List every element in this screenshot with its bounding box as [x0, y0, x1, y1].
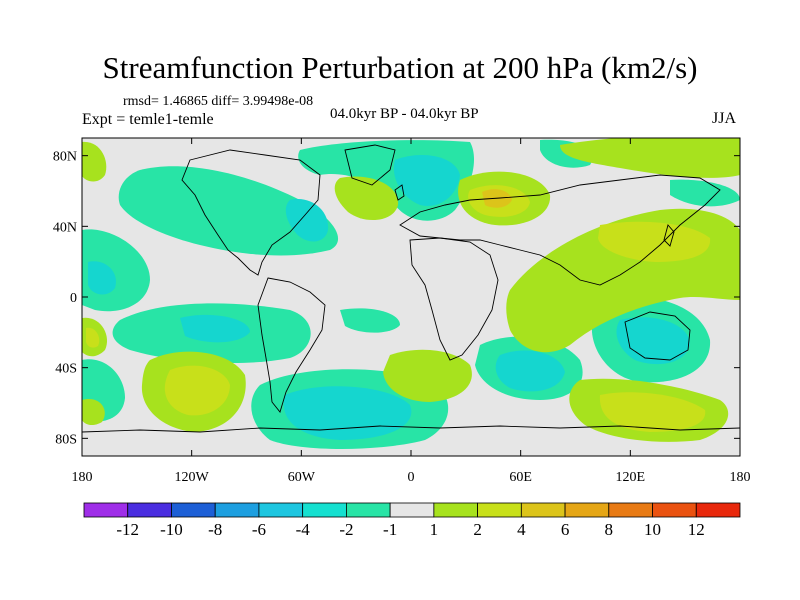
- colorbar-swatch: [214, 502, 260, 518]
- colorbar-swatch: [564, 502, 610, 518]
- contour-region: [283, 386, 412, 440]
- contour-region: [560, 138, 740, 178]
- lat-tick-label: 80N: [53, 150, 77, 165]
- contour-region: [393, 155, 460, 206]
- contour-region: [82, 141, 107, 182]
- colorbar-swatch: [477, 502, 522, 518]
- colorbar-swatch: [520, 502, 566, 518]
- colorbar-label: 6: [561, 520, 570, 539]
- lon-tick-label: 180: [730, 470, 751, 485]
- contour-region: [598, 221, 711, 262]
- colorbar-label: -6: [252, 520, 266, 539]
- colorbar-swatch: [83, 502, 129, 518]
- lon-tick-label: 120W: [175, 470, 210, 485]
- lon-tick-label: 60W: [288, 470, 316, 485]
- contour-region: [616, 317, 690, 365]
- coastline-uk: [394, 184, 405, 201]
- plot-title: Streamfunction Perturbation at 200 hPa (…: [102, 50, 698, 85]
- contour-region: [285, 199, 329, 242]
- colorbar-label: 8: [605, 520, 614, 539]
- colorbar-swatch: [127, 502, 172, 518]
- colorbar-swatch: [258, 502, 304, 518]
- coastline-greenland: [344, 144, 396, 186]
- lon-tick-label: 0: [408, 470, 415, 485]
- colorbar-label: 4: [517, 520, 526, 539]
- contour-region: [334, 176, 399, 221]
- latitude-axis: 80N 40N 0 40S 80S: [53, 150, 740, 447]
- colorbar-label: -8: [208, 520, 222, 539]
- colorbar-swatch: [302, 502, 347, 518]
- contour-region: [495, 350, 565, 392]
- contour-region: [599, 392, 706, 432]
- lat-tick-label: 0: [70, 291, 77, 306]
- stats-line: rmsd= 1.46865 diff= 3.99498e-08: [123, 94, 314, 109]
- coastline-europe-asia: [399, 174, 721, 286]
- colorbar-label: -10: [160, 520, 183, 539]
- colorbar-label: 1: [430, 520, 439, 539]
- coastline-antarctica: [82, 425, 740, 433]
- season-label: JJA: [712, 110, 737, 127]
- colorbar-swatch: [652, 502, 697, 518]
- colorbar: -12 -10 -8 -6 -4 -2 -1 1 2 4 6 8 10 12: [83, 502, 741, 539]
- coastline-japan: [663, 224, 675, 247]
- coastline-africa: [409, 237, 499, 361]
- contour-region: [86, 327, 100, 348]
- contour-region: [88, 261, 116, 295]
- colorbar-label: 2: [473, 520, 482, 539]
- colorbar-label: 12: [688, 520, 705, 539]
- lat-tick-label: 40N: [53, 220, 77, 235]
- coastline-south-america: [257, 277, 326, 413]
- colorbar-swatch: [345, 502, 391, 518]
- contour-region: [82, 399, 105, 426]
- contour-region: [670, 179, 740, 207]
- lon-tick-label: 180: [72, 470, 93, 485]
- colorbar-swatch: [433, 502, 479, 518]
- colorbar-label: -1: [383, 520, 397, 539]
- colorbar-label: -2: [339, 520, 353, 539]
- lon-tick-label: 120E: [616, 470, 646, 485]
- colorbar-swatch: [389, 502, 435, 518]
- coastline-australia: [624, 311, 691, 361]
- contour-region: [118, 166, 339, 256]
- experiment-label: Expt = temle1-temle: [82, 111, 214, 128]
- colorbar-label: -4: [296, 520, 311, 539]
- contour-region: [340, 308, 400, 333]
- contour-region: [383, 349, 472, 402]
- colorbar-label: -12: [116, 520, 139, 539]
- coastline-north-america: [181, 149, 321, 276]
- longitude-axis: 180 120W 60W 0 60E 120E 180: [72, 138, 751, 485]
- lat-tick-label: 80S: [55, 432, 77, 447]
- lat-tick-label: 40S: [55, 362, 77, 377]
- period-label: 04.0kyr BP - 04.0kyr BP: [330, 106, 479, 122]
- colorbar-swatch: [695, 502, 741, 518]
- coastlines: [82, 144, 740, 433]
- contour-field: [82, 138, 740, 456]
- colorbar-label: 10: [644, 520, 661, 539]
- contour-region: [180, 314, 250, 343]
- lon-tick-label: 60E: [509, 470, 532, 485]
- contour-region: [164, 365, 230, 416]
- colorbar-swatch: [171, 502, 216, 518]
- colorbar-swatch: [608, 502, 653, 518]
